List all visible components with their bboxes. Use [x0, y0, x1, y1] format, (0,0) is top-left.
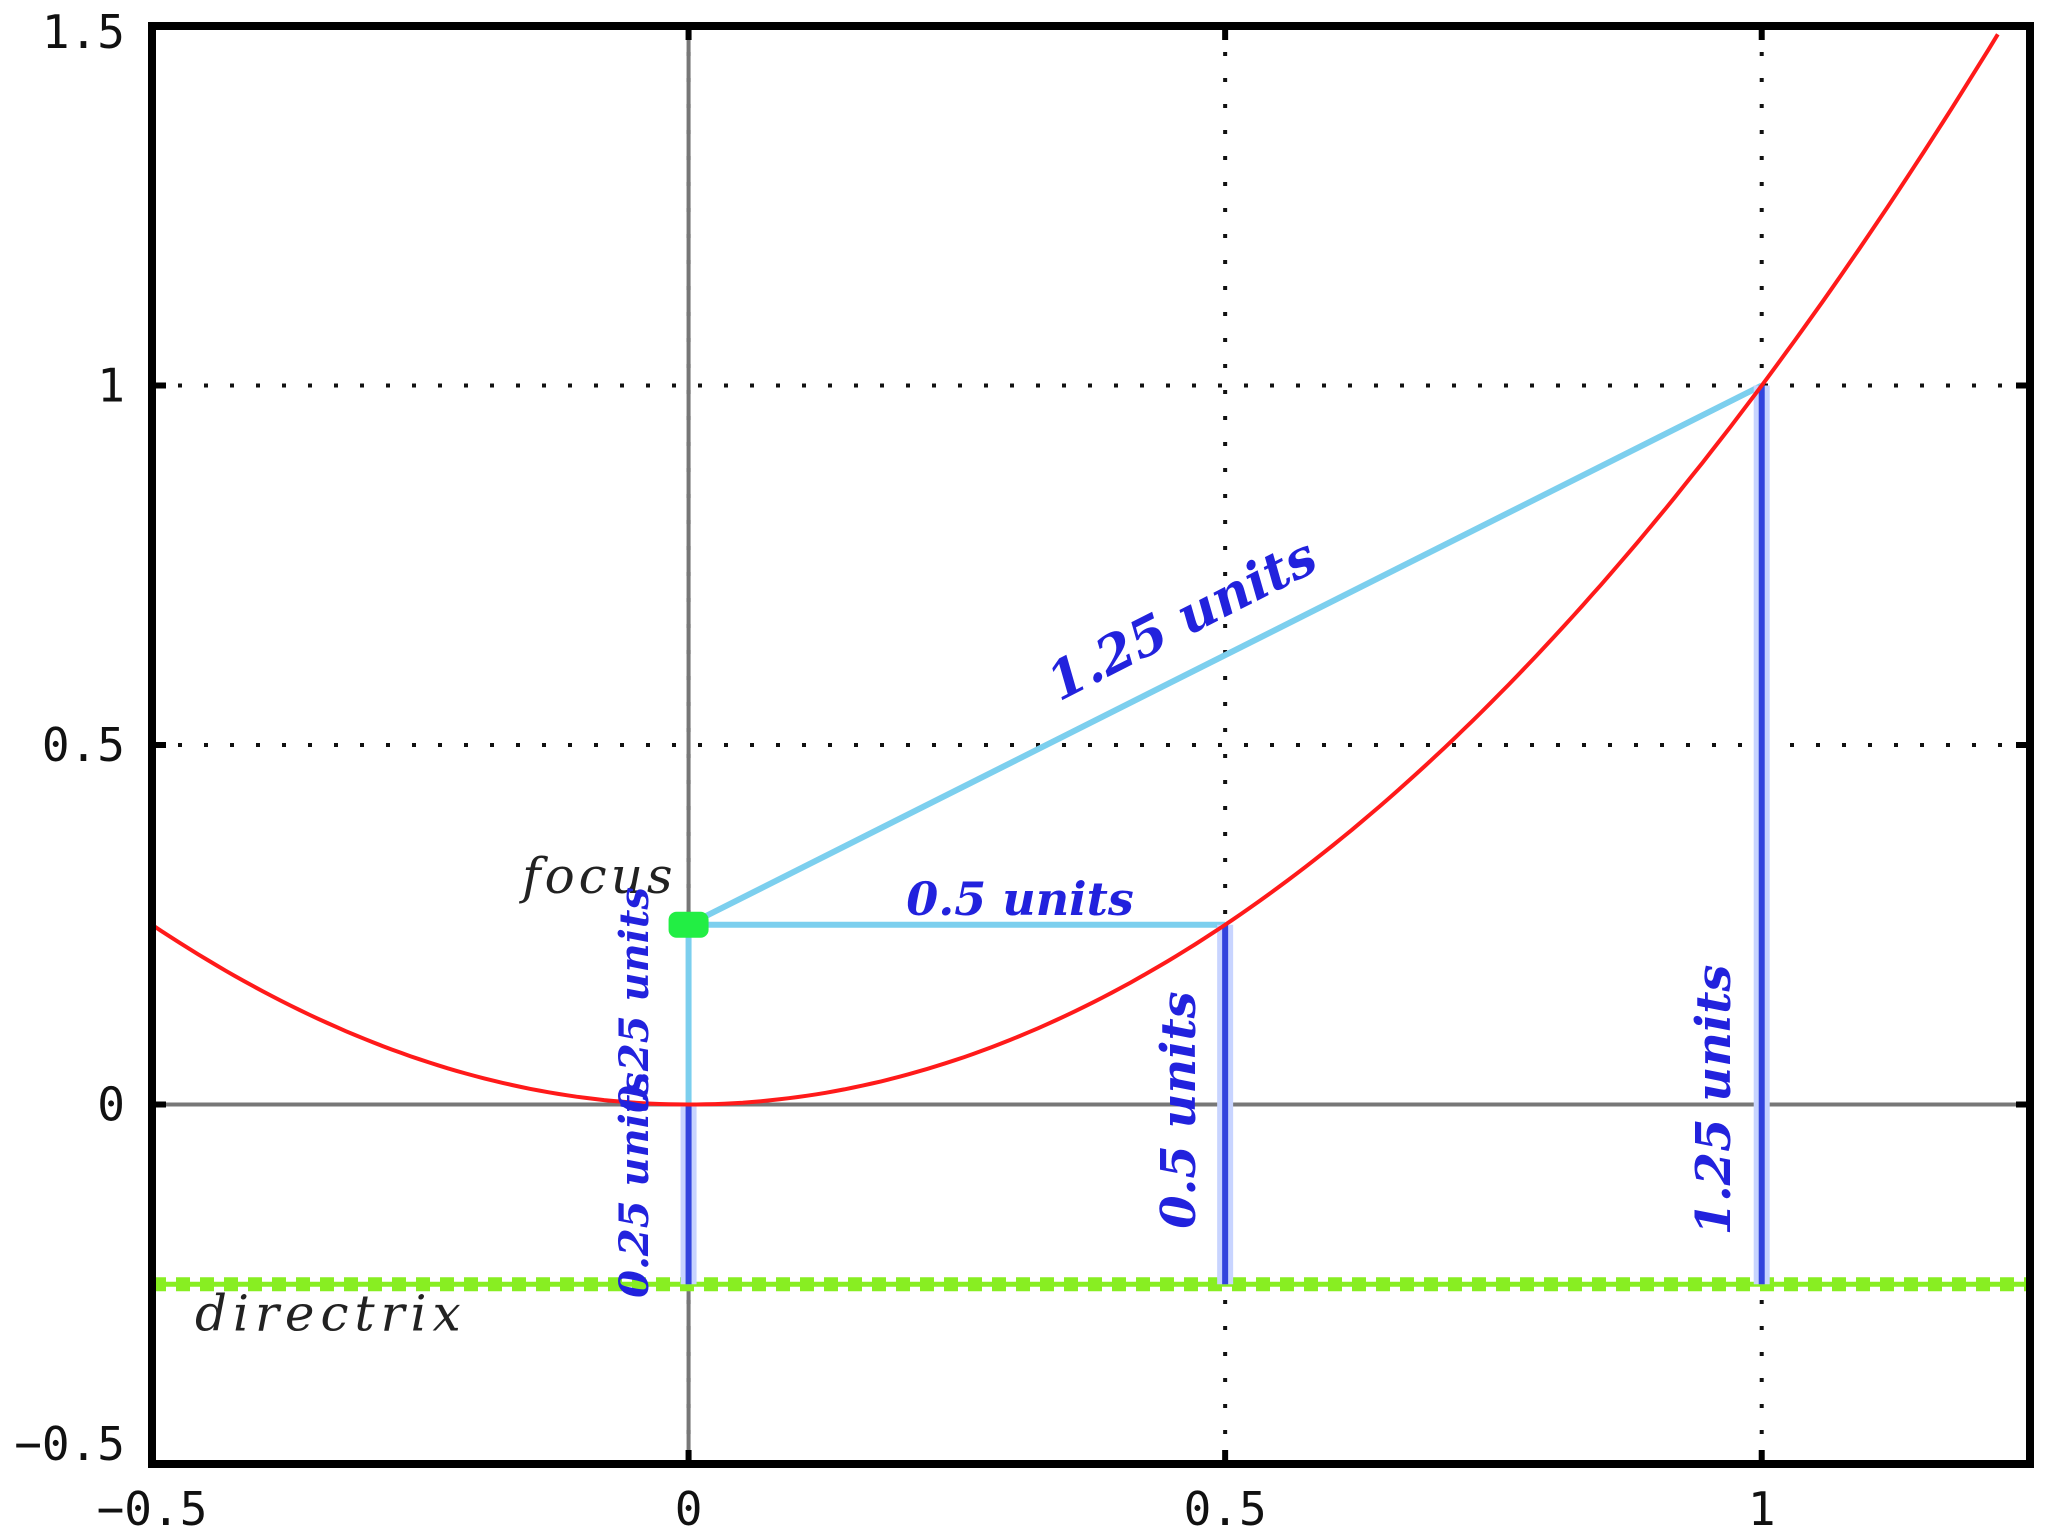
label-1-25-units-vertical: 1.25 units	[1686, 965, 1742, 1236]
y-tick-label: 0.5	[42, 718, 125, 772]
parabola-curve	[150, 33, 2000, 1107]
focus-point	[668, 911, 709, 938]
label-0-5-units-horizontal: 0.5 units	[906, 872, 1134, 926]
y-tick-label: 0	[97, 1078, 125, 1132]
label-0-5-units-vertical: 0.5 units	[1151, 991, 1207, 1228]
x-tick-label: 1	[1748, 1482, 1776, 1536]
label-0-25-units-upper: 0.25 units	[611, 887, 658, 1113]
focus-to-point-1-line	[687, 382, 1764, 928]
y-tick-label: −0.5	[14, 1417, 125, 1471]
label-0-25-units-lower: 0.25 units	[611, 1072, 658, 1298]
focus-label: focus	[518, 847, 676, 905]
x-tick-label: −0.5	[97, 1482, 208, 1536]
x-tick-label: 0.5	[1184, 1482, 1267, 1536]
y-tick-label: 1.5	[42, 5, 125, 59]
directrix-label: directrix	[195, 1284, 467, 1342]
x-tick-label: 0	[675, 1482, 703, 1536]
plot-frame	[148, 22, 2034, 1468]
tick-labels: −0.5 0 0.5 1 −0.5 0 0.5 1 1.5	[14, 5, 1775, 1536]
y-tick-label: 1	[97, 359, 125, 413]
